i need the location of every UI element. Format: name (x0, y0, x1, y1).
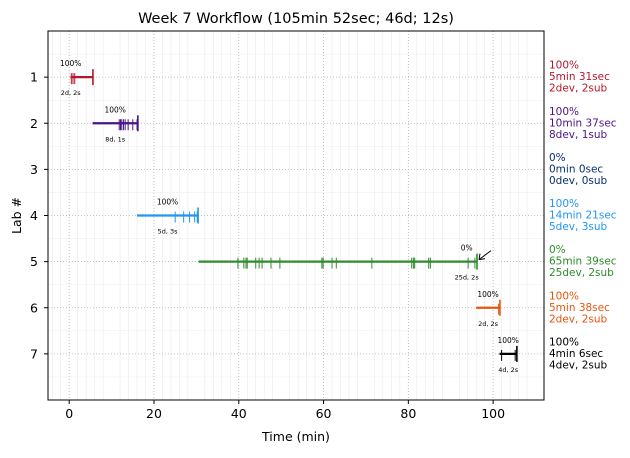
lab-7-counts-label: 4d, 2s (498, 366, 519, 374)
lab-5-summary-line: 25dev, 2sub (549, 267, 614, 279)
lab-6-summary-line: 2dev, 2sub (549, 313, 608, 325)
y-axis-ticks: 1 2 3 4 5 6 7 (30, 70, 48, 361)
lab-2-summary-line: 8dev, 1sub (549, 129, 608, 141)
lab-1-summary-line: 2dev, 2sub (549, 83, 608, 95)
y-tick-label: 1 (30, 70, 38, 85)
lab-3-summary-line: 0min 0sec (549, 163, 603, 175)
lab-2-percent-label: 100% (104, 105, 125, 114)
lab-6-summary-line: 5min 38sec (549, 302, 610, 314)
lab-1-summary-line: 5min 31sec (549, 71, 610, 83)
lab-1-counts-label: 2d, 2s (61, 89, 82, 97)
lab-3-summary-line: 0% (549, 152, 566, 164)
x-axis-label: Time (min) (261, 429, 330, 444)
y-tick-label: 2 (30, 116, 38, 131)
lab-7-percent-label: 100% (497, 336, 518, 345)
x-axis-ticks: 0 20 40 60 80 100 (65, 400, 505, 421)
lab-1-summary-line: 100% (549, 60, 579, 72)
lab-4-summary-line: 5dev, 3sub (549, 221, 608, 233)
x-tick-label: 60 (316, 406, 332, 421)
lab-7-series: 100% 4d, 2s (497, 336, 518, 374)
lab-6-summary-line: 100% (549, 290, 579, 302)
x-tick-label: 80 (400, 406, 416, 421)
lab-1-series: 100% 2d, 2s (60, 59, 94, 97)
chart-title: Week 7 Workflow (105min 52sec; 46d; 12s) (138, 11, 454, 27)
y-tick-label: 5 (30, 254, 38, 269)
lab-2-counts-label: 8d, 1s (105, 135, 126, 143)
lab-6-series: 100% 2d, 2s (476, 290, 501, 328)
lab-5-percent-label: 0% (461, 244, 473, 253)
lab-5-arrow-head (478, 253, 486, 261)
lab-7-summary-line: 100% (549, 336, 579, 348)
y-tick-label: 6 (30, 300, 38, 315)
plot-frame (47, 30, 545, 401)
y-tick-label: 7 (30, 346, 38, 361)
lab-7-summary-line: 4min 6sec (549, 348, 603, 360)
lab-3-summary-line: 0dev, 0sub (549, 175, 608, 187)
lab-4-summary-line: 100% (549, 198, 579, 210)
x-tick-label: 40 (231, 406, 247, 421)
y-tick-label: 3 (30, 162, 38, 177)
lab-2-summary-line: 10min 37sec (549, 117, 617, 129)
lab-1-percent-label: 100% (60, 59, 81, 68)
lab-7-summary-line: 4dev, 2sub (549, 359, 608, 371)
y-tick-label: 4 (30, 208, 38, 223)
lab-5-arrow-shaft (478, 250, 492, 261)
lab-2-summary-line: 100% (549, 106, 579, 118)
plot-series: 100% 2d, 2s 100% 8d, 1s 100% 5d, 3s 0% 25d, 2s 1… (60, 59, 519, 374)
plot-grid (48, 31, 544, 400)
lab-6-percent-label: 100% (477, 290, 498, 299)
lab-5-counts-label: 25d, 2s (455, 274, 480, 282)
lab-6-counts-label: 2d, 2s (478, 320, 499, 328)
x-tick-label: 20 (146, 406, 162, 421)
lab-4-series: 100% 5d, 3s (137, 198, 199, 236)
lab-5-summary-line: 65min 39sec (549, 256, 617, 268)
x-tick-label: 0 (65, 406, 73, 421)
x-tick-label: 100 (481, 406, 505, 421)
lab-4-percent-label: 100% (157, 198, 178, 207)
lab-4-counts-label: 5d, 3s (158, 228, 179, 236)
lab-5-series: 0% 25d, 2s (198, 244, 492, 282)
lab-4-summary-line: 14min 21sec (549, 210, 617, 222)
lab-2-series: 100% 8d, 1s (92, 105, 139, 143)
lab-5-summary-line: 0% (549, 244, 566, 256)
y-axis-label: Lab # (9, 197, 24, 234)
